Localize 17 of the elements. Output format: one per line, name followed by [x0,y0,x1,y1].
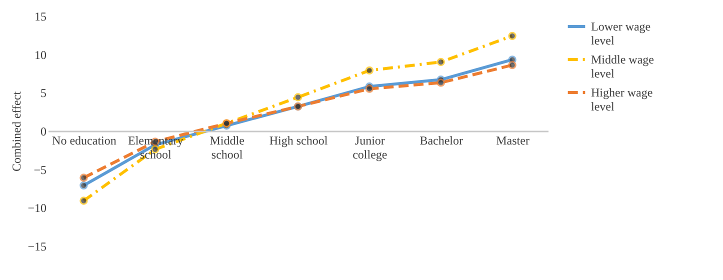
y-tick-label: −10 [28,201,46,216]
y-tick-label: 15 [34,10,46,24]
y-tick-label: 0 [40,124,46,138]
x-tick-label: Junior college [352,134,388,162]
y-tick-label: 10 [34,48,46,62]
x-tick-label: High school [269,134,328,148]
y-tick-label: −5 [34,162,46,177]
x-tick-label: Middle school [210,134,244,162]
y-axis-title: Combined effect [10,90,24,172]
y-tick-label: 5 [40,86,46,100]
legend-label: Middle wage level [591,52,654,80]
legend-label: Lower wage level [591,20,651,48]
x-tick-label: No education [52,134,116,148]
x-tick-label: Bachelor [420,134,464,148]
y-tick-label: −15 [28,240,46,254]
legend-label: Higher wage level [591,86,653,114]
x-tick-label: Master [496,134,530,148]
